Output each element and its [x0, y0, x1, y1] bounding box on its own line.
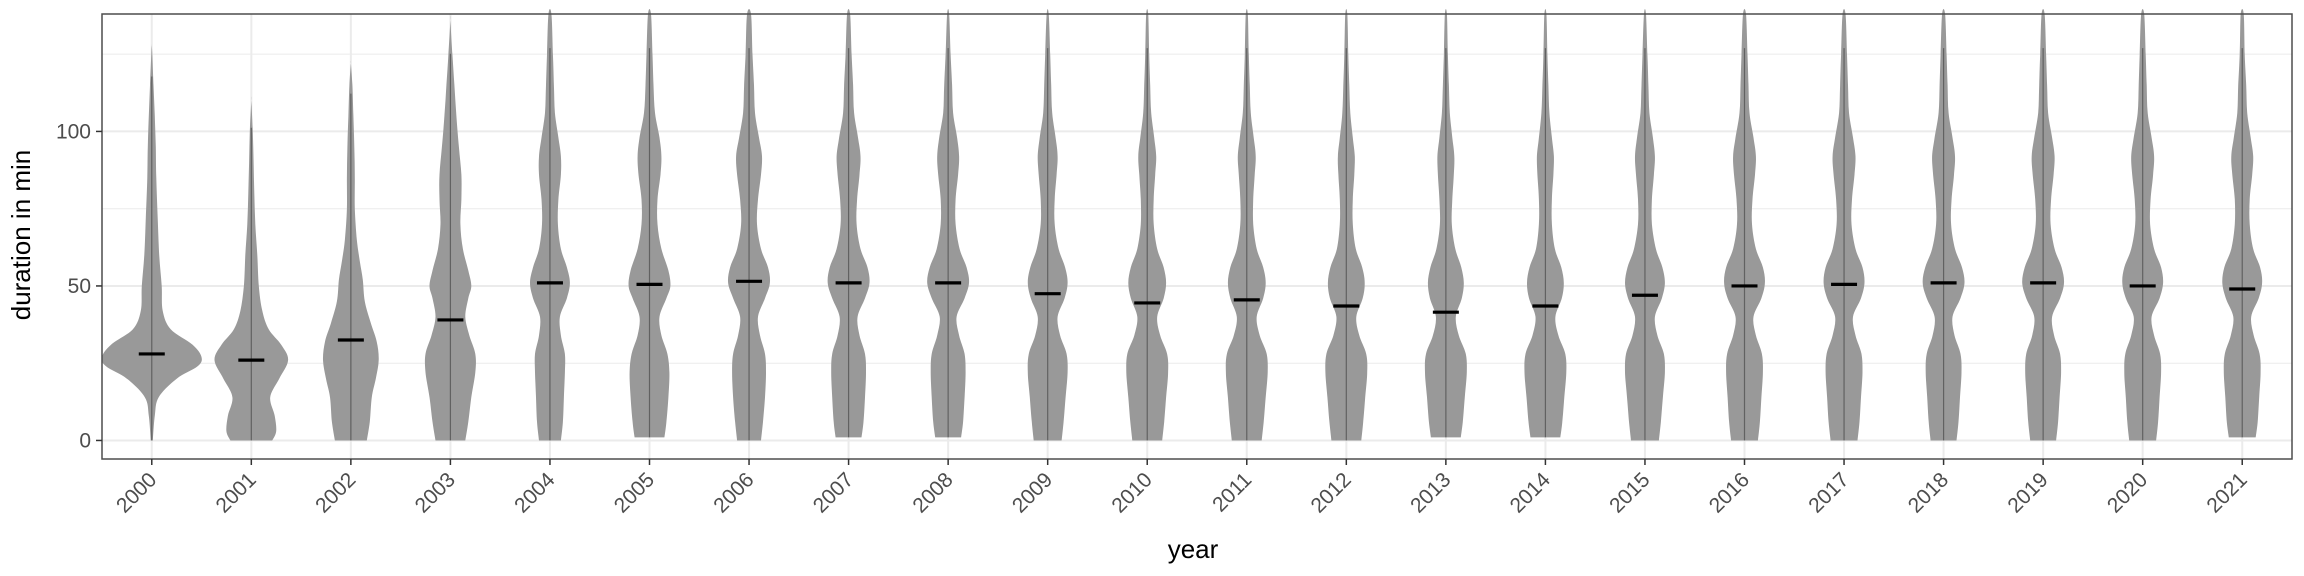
y-tick-label: 50 — [68, 275, 91, 298]
x-axis-label: year — [1168, 534, 1219, 564]
x-tick-label: 2000 — [112, 468, 161, 517]
x-tick-label: 2009 — [1008, 468, 1057, 517]
panel-border — [101, 13, 2293, 460]
x-axis-ticks: 2000 2001 2002 2003 2004 2005 2006 2007 2008 2009… — [112, 459, 2252, 518]
x-tick-label: 2019 — [2003, 468, 2052, 517]
x-tick-label: 2006 — [709, 468, 758, 517]
x-tick-label: 2004 — [510, 468, 560, 518]
x-tick-label: 2003 — [411, 468, 460, 517]
y-tick-label: 100 — [56, 120, 91, 143]
x-tick-label: 2008 — [908, 468, 957, 517]
x-tick-label: 2007 — [809, 468, 858, 517]
x-tick-label: 2018 — [1904, 468, 1953, 517]
x-tick-label: 2005 — [610, 468, 659, 517]
x-tick-label: 2010 — [1107, 468, 1156, 517]
x-tick-label: 2021 — [2202, 468, 2251, 517]
y-tick-label: 0 — [79, 429, 91, 452]
x-tick-label: 2016 — [1705, 468, 1754, 517]
x-tick-label: 2013 — [1406, 468, 1455, 517]
x-tick-label: 2002 — [311, 468, 360, 517]
x-tick-label: 2012 — [1307, 468, 1356, 517]
x-tick-label: 2014 — [1506, 468, 1556, 518]
x-tick-label: 2020 — [2103, 468, 2152, 517]
x-tick-label: 2001 — [212, 468, 261, 517]
x-tick-label: 2015 — [1605, 468, 1654, 517]
x-tick-label: 2017 — [1804, 468, 1853, 517]
x-tick-label: 2011 — [1208, 468, 1256, 516]
y-axis-ticks: 0 50 100 — [56, 120, 102, 452]
median-markers — [138, 279, 2256, 362]
y-axis-label: duration in min — [6, 150, 36, 321]
violins — [101, 8, 2263, 441]
